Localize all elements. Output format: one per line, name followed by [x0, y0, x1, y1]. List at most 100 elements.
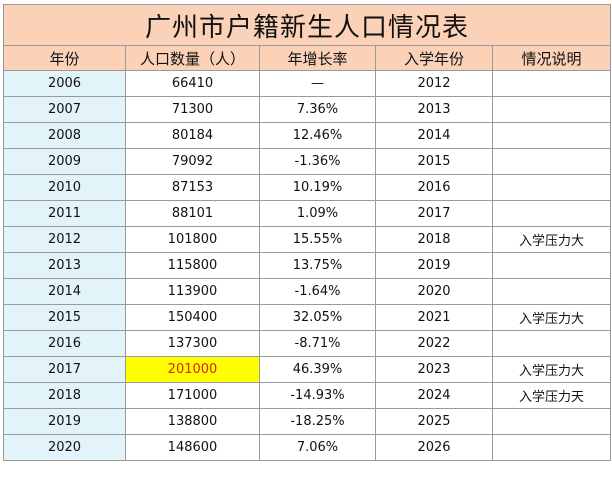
cell-growth-rate[interactable]: -8.71%: [259, 330, 376, 357]
cell-population[interactable]: 171000: [125, 382, 260, 409]
cell-note[interactable]: [492, 70, 611, 97]
cell-year[interactable]: 2015: [3, 304, 126, 331]
cell-school-year[interactable]: 2025: [375, 408, 493, 435]
cell-school-year[interactable]: 2019: [375, 252, 493, 279]
cell-population[interactable]: 138800: [125, 408, 260, 435]
cell-year[interactable]: 2019: [3, 408, 126, 435]
cell-population[interactable]: 79092: [125, 148, 260, 175]
cell-year[interactable]: 2020: [3, 434, 126, 461]
cell-population[interactable]: 66410: [125, 70, 260, 97]
header-population[interactable]: 人口数量（人）: [125, 45, 260, 71]
table-row: 2014 113900 -1.64% 2020: [3, 278, 611, 305]
cell-school-year[interactable]: 2021: [375, 304, 493, 331]
cell-year[interactable]: 2017: [3, 356, 126, 383]
table-row: 2016 137300 -8.71% 2022: [3, 330, 611, 357]
table-title[interactable]: 广州市户籍新生人口情况表: [3, 4, 611, 46]
cell-note[interactable]: [492, 252, 611, 279]
cell-school-year[interactable]: 2023: [375, 356, 493, 383]
cell-note[interactable]: [492, 200, 611, 227]
table-row: 2007 71300 7.36% 2013: [3, 96, 611, 123]
cell-note[interactable]: [492, 96, 611, 123]
cell-growth-rate[interactable]: 32.05%: [259, 304, 376, 331]
header-row: 年份 人口数量（人） 年增长率 入学年份 情况说明: [3, 45, 611, 71]
cell-year[interactable]: 2008: [3, 122, 126, 149]
cell-growth-rate[interactable]: 7.36%: [259, 96, 376, 123]
cell-population[interactable]: 113900: [125, 278, 260, 305]
cell-note[interactable]: 入学压力天: [492, 382, 611, 409]
header-year[interactable]: 年份: [3, 45, 126, 71]
table-row: 2013 115800 13.75% 2019: [3, 252, 611, 279]
cell-school-year[interactable]: 2020: [375, 278, 493, 305]
cell-growth-rate[interactable]: -1.36%: [259, 148, 376, 175]
cell-population[interactable]: 71300: [125, 96, 260, 123]
cell-school-year[interactable]: 2014: [375, 122, 493, 149]
cell-population[interactable]: 88101: [125, 200, 260, 227]
cell-growth-rate[interactable]: —: [259, 70, 376, 97]
cell-year[interactable]: 2007: [3, 96, 126, 123]
cell-population[interactable]: 115800: [125, 252, 260, 279]
cell-note[interactable]: 入学压力大: [492, 226, 611, 253]
cell-note[interactable]: 入学压力大: [492, 356, 611, 383]
cell-population[interactable]: 87153: [125, 174, 260, 201]
table-row: 2012 101800 15.55% 2018 入学压力大: [3, 226, 611, 253]
cell-note[interactable]: [492, 434, 611, 461]
cell-growth-rate[interactable]: -1.64%: [259, 278, 376, 305]
cell-year[interactable]: 2018: [3, 382, 126, 409]
cell-school-year[interactable]: 2016: [375, 174, 493, 201]
cell-school-year[interactable]: 2017: [375, 200, 493, 227]
title-row: 广州市户籍新生人口情况表: [3, 4, 611, 46]
cell-growth-rate[interactable]: 12.46%: [259, 122, 376, 149]
cell-population[interactable]: 201000: [125, 356, 260, 383]
cell-population[interactable]: 101800: [125, 226, 260, 253]
header-school-year[interactable]: 入学年份: [375, 45, 493, 71]
cell-year[interactable]: 2011: [3, 200, 126, 227]
cell-population[interactable]: 80184: [125, 122, 260, 149]
table-row: 2017 201000 46.39% 2023 入学压力大: [3, 356, 611, 383]
cell-growth-rate[interactable]: 7.06%: [259, 434, 376, 461]
cell-school-year[interactable]: 2015: [375, 148, 493, 175]
cell-year[interactable]: 2009: [3, 148, 126, 175]
population-table: 广州市户籍新生人口情况表 年份 人口数量（人） 年增长率 入学年份 情况说明 2…: [3, 4, 611, 461]
header-growth-rate[interactable]: 年增长率: [259, 45, 376, 71]
table-row: 2010 87153 10.19% 2016: [3, 174, 611, 201]
cell-growth-rate[interactable]: 1.09%: [259, 200, 376, 227]
cell-year[interactable]: 2014: [3, 278, 126, 305]
cell-note[interactable]: [492, 408, 611, 435]
cell-school-year[interactable]: 2024: [375, 382, 493, 409]
cell-population[interactable]: 137300: [125, 330, 260, 357]
table-row: 2015 150400 32.05% 2021 入学压力大: [3, 304, 611, 331]
cell-growth-rate[interactable]: -14.93%: [259, 382, 376, 409]
cell-note[interactable]: [492, 174, 611, 201]
cell-school-year[interactable]: 2013: [375, 96, 493, 123]
cell-growth-rate[interactable]: 15.55%: [259, 226, 376, 253]
cell-growth-rate[interactable]: -18.25%: [259, 408, 376, 435]
table-row: 2018 171000 -14.93% 2024 入学压力天: [3, 382, 611, 409]
cell-note[interactable]: [492, 148, 611, 175]
cell-school-year[interactable]: 2018: [375, 226, 493, 253]
table-row: 2006 66410—2012: [3, 70, 611, 97]
header-note[interactable]: 情况说明: [492, 45, 611, 71]
cell-population[interactable]: 148600: [125, 434, 260, 461]
table-row: 2008 80184 12.46% 2014: [3, 122, 611, 149]
cell-note[interactable]: 入学压力大: [492, 304, 611, 331]
cell-year[interactable]: 2016: [3, 330, 126, 357]
cell-growth-rate[interactable]: 46.39%: [259, 356, 376, 383]
cell-year[interactable]: 2010: [3, 174, 126, 201]
cell-year[interactable]: 2012: [3, 226, 126, 253]
cell-year[interactable]: 2006: [3, 70, 126, 97]
cell-note[interactable]: [492, 278, 611, 305]
cell-school-year[interactable]: 2022: [375, 330, 493, 357]
cell-school-year[interactable]: 2026: [375, 434, 493, 461]
table-row: 2020 148600 7.06% 2026: [3, 434, 611, 461]
cell-population[interactable]: 150400: [125, 304, 260, 331]
cell-growth-rate[interactable]: 10.19%: [259, 174, 376, 201]
table-row: 2011 88101 1.09% 2017: [3, 200, 611, 227]
cell-year[interactable]: 2013: [3, 252, 126, 279]
table-row: 2009 79092 -1.36% 2015: [3, 148, 611, 175]
cell-note[interactable]: [492, 330, 611, 357]
cell-school-year[interactable]: 2012: [375, 70, 493, 97]
cell-note[interactable]: [492, 122, 611, 149]
cell-growth-rate[interactable]: 13.75%: [259, 252, 376, 279]
table-row: 2019 138800 -18.25% 2025: [3, 408, 611, 435]
